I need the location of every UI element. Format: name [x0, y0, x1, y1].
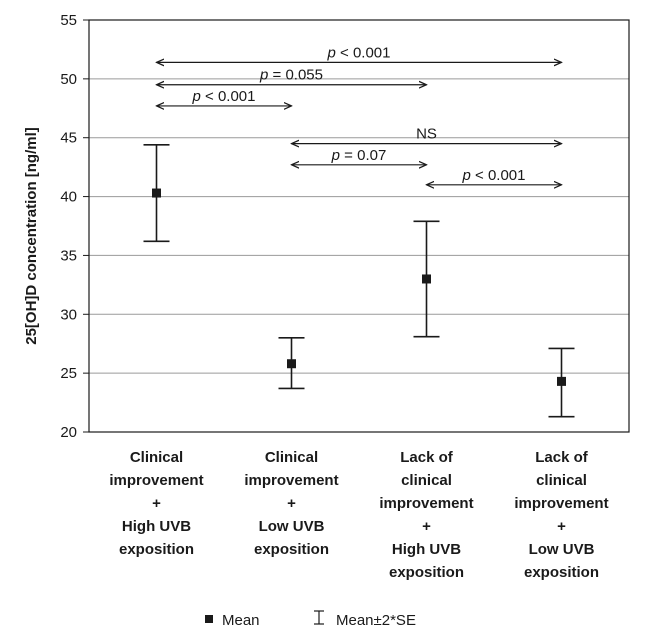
legend-error-bar-icon: [314, 610, 324, 625]
comparison-label: p < 0.001: [192, 88, 256, 105]
category-label: Lack of clinical improvement + Low UVB exposi…: [514, 449, 608, 581]
legend: Mean Mean±2*SE: [205, 610, 416, 629]
comparison-label: NS: [416, 126, 437, 143]
mean-point: [557, 376, 566, 386]
mean-point: [287, 359, 296, 369]
y-tick-label: 20: [60, 424, 77, 441]
y-tick-label: 30: [60, 306, 77, 323]
category-labels: Clinical improvement + High UVB exposition Cl…: [109, 449, 608, 581]
y-axis-label: 25[OH]D concentration [ng/ml]: [23, 127, 40, 345]
category-label: Clinical improvement + High UVB exposition: [109, 449, 203, 558]
y-tick-label: 50: [60, 71, 77, 88]
y-tick-labels: 20 25 30 35 40 45 50 55: [60, 12, 77, 441]
y-tick-label: 25: [60, 365, 77, 382]
y-tick-label: 45: [60, 130, 77, 147]
legend-mean-marker: [205, 615, 213, 623]
category-label: Lack of clinical improvement + High UVB expos…: [379, 449, 473, 581]
comparison-label: p < 0.001: [327, 44, 391, 61]
comparison-label: p < 0.001: [462, 167, 526, 184]
gridlines: [83, 19, 629, 433]
y-tick-label: 40: [60, 189, 77, 206]
comparison-label: p = 0.07: [331, 147, 387, 164]
comparison-label: p = 0.055: [259, 67, 323, 84]
plot-frame: [88, 19, 630, 433]
axes: [88, 19, 630, 433]
mean-points: [152, 188, 566, 386]
y-tick-label: 55: [60, 12, 77, 29]
error-bars: [143, 143, 575, 418]
legend-error-bar-label: Mean±2*SE: [336, 612, 416, 629]
mean-point: [152, 188, 161, 198]
category-label: Clinical improvement + Low UVB exposition: [244, 449, 338, 558]
mean-point: [422, 274, 431, 284]
y-tick-label: 35: [60, 247, 77, 264]
legend-mean-label: Mean: [222, 612, 260, 629]
